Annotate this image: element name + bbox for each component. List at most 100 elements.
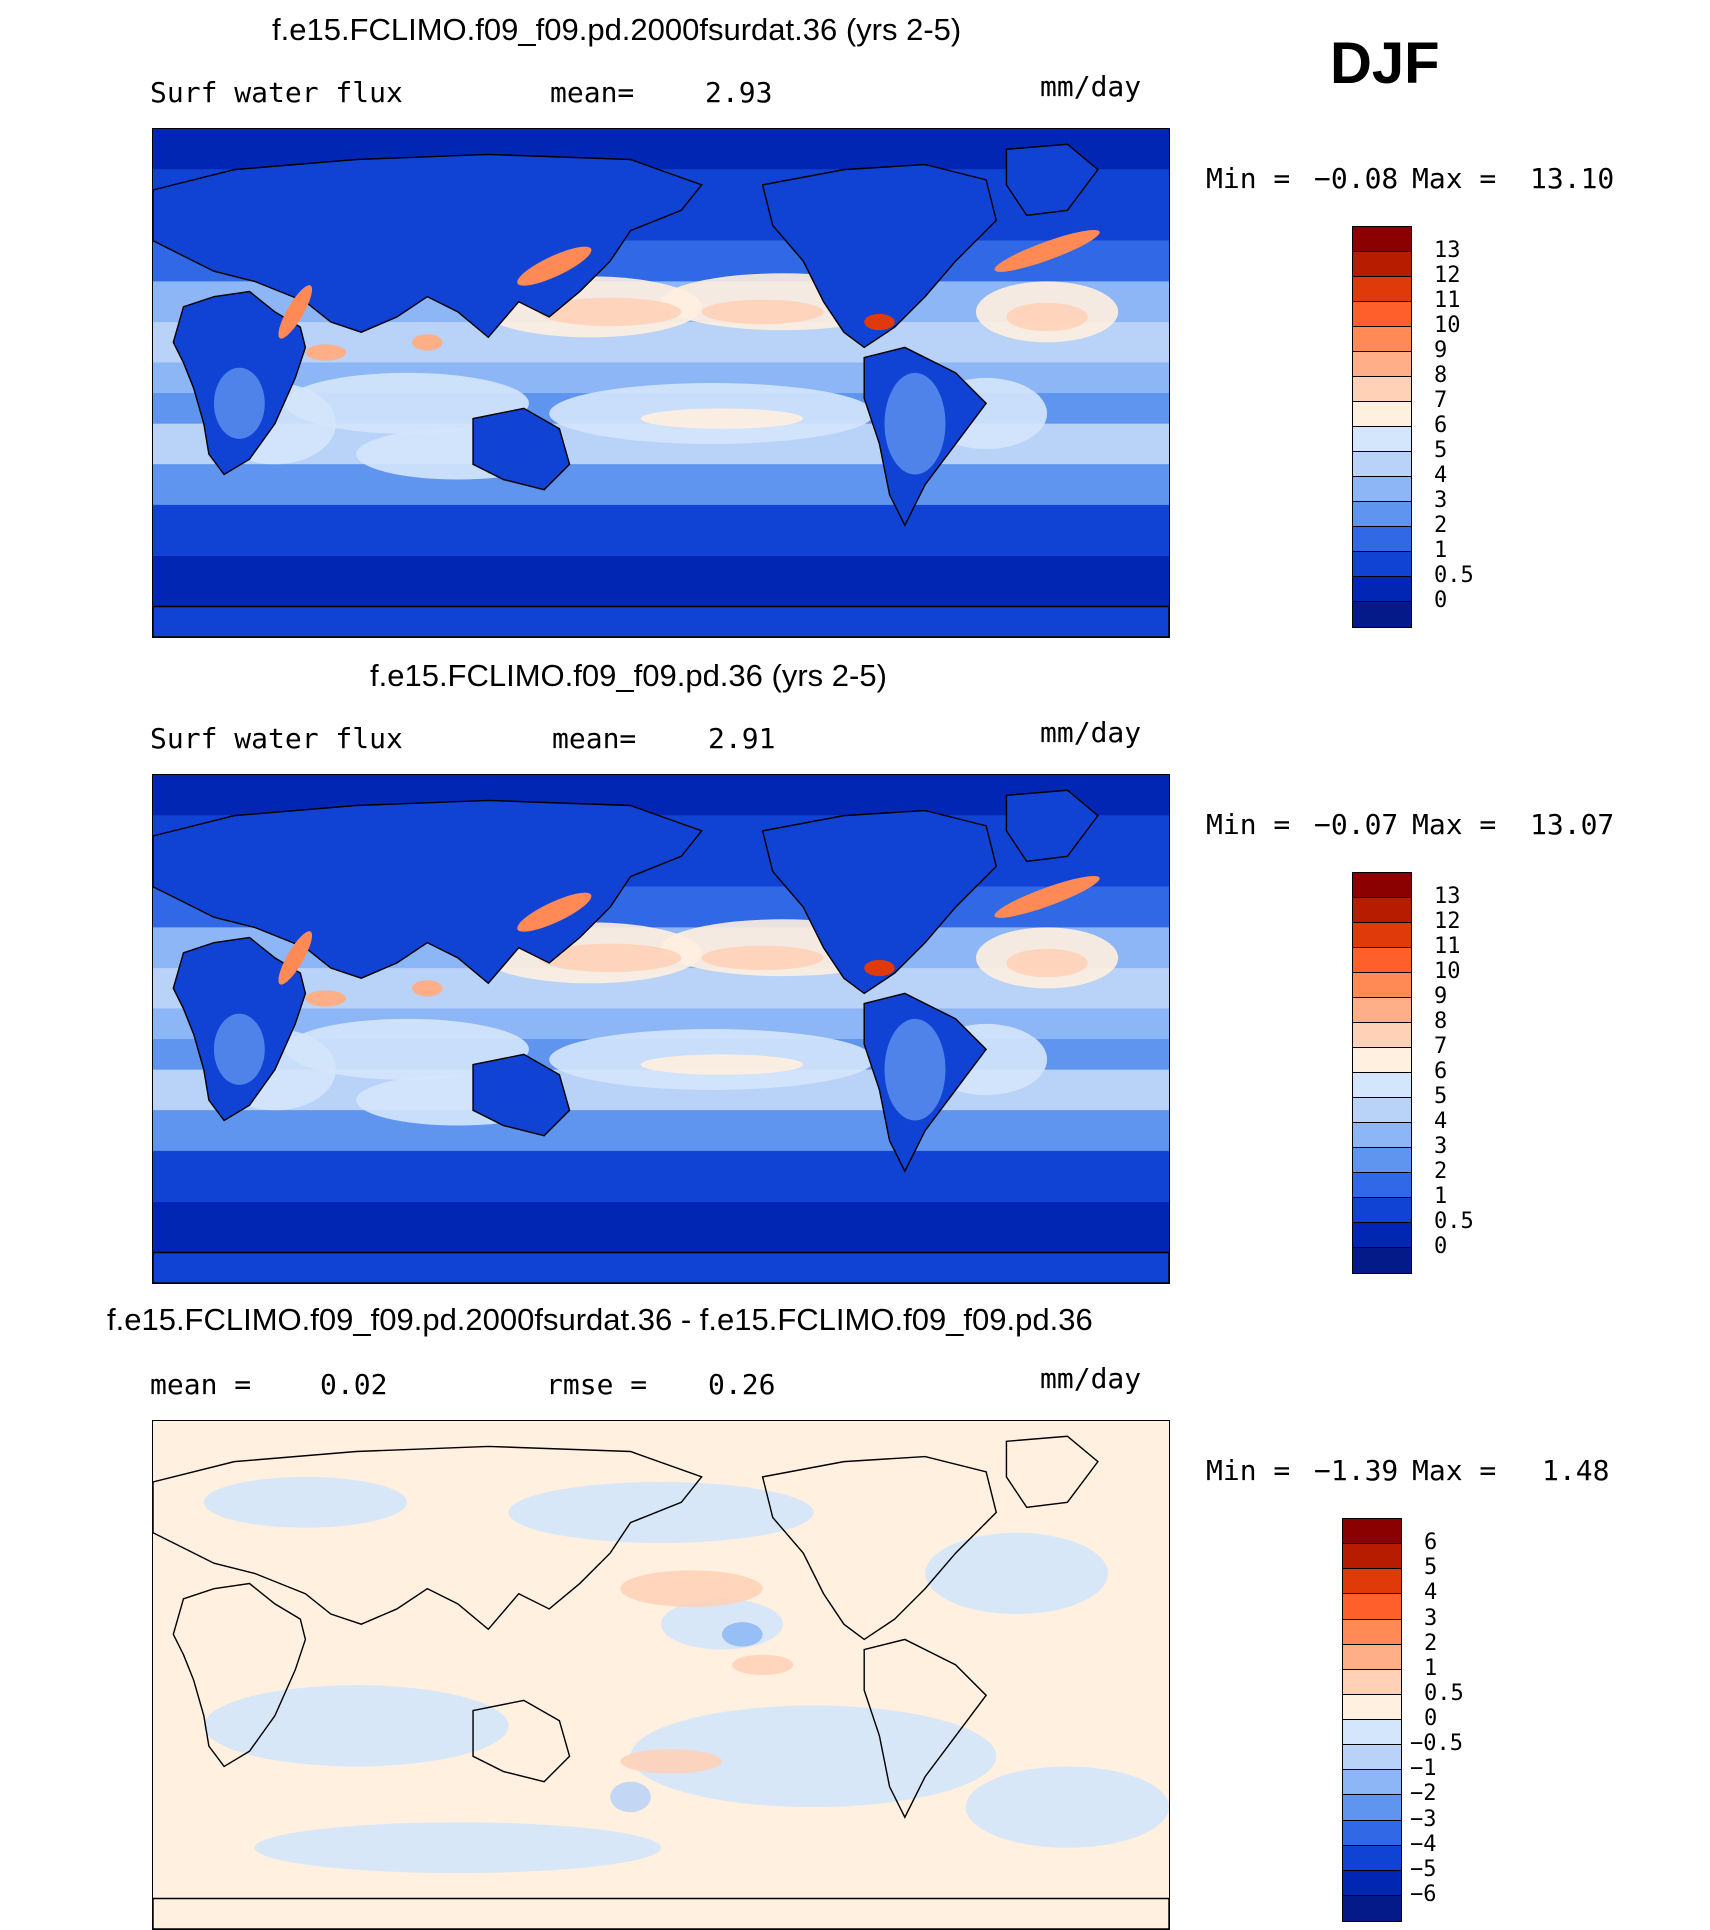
- colorbar-swatch: [1353, 1023, 1411, 1048]
- panel3-mean-label: mean =: [150, 1368, 252, 1401]
- panel1-max-label: Max =: [1412, 162, 1497, 195]
- colorbar-swatch: [1353, 352, 1411, 377]
- colorbar-tick-label: 11: [1434, 934, 1461, 959]
- colorbar-swatch: [1353, 252, 1411, 277]
- colorbar-tick-label: 8: [1434, 363, 1448, 388]
- colorbar-tick-label: 13: [1434, 884, 1461, 909]
- panel1-max-value: 13.10: [1530, 162, 1615, 195]
- colorbar-swatch: [1353, 377, 1411, 402]
- colorbar-swatch: [1353, 898, 1411, 923]
- colorbar-tick-label: 9: [1434, 338, 1448, 363]
- colorbar-swatch: [1353, 277, 1411, 302]
- colorbar-tick-label: 0.5: [1424, 1680, 1464, 1706]
- colorbar-swatch: [1343, 1745, 1401, 1771]
- colorbar-tick-label: 13: [1434, 238, 1461, 263]
- colorbar-swatch: [1343, 1720, 1401, 1746]
- colorbar-swatch: [1353, 477, 1411, 502]
- colorbar-swatch: [1353, 552, 1411, 577]
- colorbar-tick-label: −1: [1410, 1756, 1437, 1782]
- colorbar-tick-label: 10: [1434, 313, 1461, 338]
- colorbar-swatch: [1343, 1870, 1401, 1896]
- colorbar-tick-label: 0: [1424, 1706, 1438, 1731]
- colorbar-swatch: [1343, 1519, 1401, 1545]
- colorbar-swatch: [1353, 998, 1411, 1023]
- colorbar-tick-label: 11: [1434, 288, 1461, 313]
- colorbar-tick-label: −0.5: [1410, 1731, 1463, 1757]
- colorbar-swatch: [1343, 1569, 1401, 1595]
- panel2-mean-label: mean=: [552, 722, 637, 755]
- panel1-mean-value: 2.93: [705, 76, 773, 109]
- panel3-map: [152, 1420, 1170, 1930]
- colorbar-tick-label: 0: [1434, 588, 1448, 613]
- colorbar-tick-label: 6: [1434, 1059, 1448, 1084]
- panel3-rmse-value: 0.26: [708, 1368, 776, 1401]
- colorbar-swatch: [1353, 1173, 1411, 1198]
- panel2-min-label: Min =: [1206, 808, 1291, 841]
- colorbar-tick-label: 4: [1424, 1580, 1438, 1606]
- colorbar-swatch: [1343, 1544, 1401, 1570]
- colorbar-tick-label: −3: [1410, 1806, 1437, 1832]
- colorbar-tick-label: 12: [1434, 263, 1461, 288]
- panel1-units: mm/day: [1040, 70, 1142, 103]
- colorbar-swatch: [1353, 577, 1411, 602]
- panel1-min-value: −0.08: [1314, 162, 1399, 195]
- colorbar-tick-label: 6: [1424, 1530, 1438, 1556]
- panel2-max-value: 13.07: [1530, 808, 1615, 841]
- colorbar-swatch: [1353, 402, 1411, 427]
- panel3-min-value: −1.39: [1314, 1454, 1399, 1487]
- panel2-colorbar: [1352, 872, 1412, 1274]
- colorbar-tick-label: 4: [1434, 463, 1448, 488]
- colorbar-tick-label: 2: [1434, 1159, 1448, 1184]
- season-label: DJF: [1330, 31, 1440, 96]
- colorbar-swatch: [1353, 1148, 1411, 1173]
- colorbar-tick-label: −5: [1410, 1856, 1437, 1882]
- colorbar-swatch: [1353, 1048, 1411, 1073]
- colorbar-tick-label: 2: [1424, 1630, 1438, 1656]
- colorbar-tick-label: 3: [1424, 1605, 1438, 1631]
- colorbar-tick-label: 3: [1434, 488, 1448, 513]
- colorbar-swatch: [1353, 1098, 1411, 1123]
- colorbar-swatch: [1353, 923, 1411, 948]
- panel2-variable: Surf water flux: [150, 722, 403, 755]
- colorbar-swatch: [1353, 1198, 1411, 1223]
- colorbar-swatch: [1343, 1770, 1401, 1796]
- colorbar-tick-label: 0.5: [1434, 563, 1474, 588]
- colorbar-swatch: [1353, 1248, 1411, 1273]
- contour-field: [153, 775, 1169, 1283]
- contour-field: [153, 1421, 1169, 1929]
- panel2-max-label: Max =: [1412, 808, 1497, 841]
- colorbar-swatch: [1353, 602, 1411, 627]
- colorbar-swatch: [1343, 1845, 1401, 1871]
- colorbar-swatch: [1353, 1073, 1411, 1098]
- panel2-mean-value: 2.91: [708, 722, 776, 755]
- panel2-units: mm/day: [1040, 716, 1142, 749]
- colorbar-tick-label: 8: [1434, 1009, 1448, 1034]
- colorbar-swatch: [1353, 327, 1411, 352]
- colorbar-tick-label: 0: [1434, 1234, 1448, 1259]
- colorbar-swatch: [1343, 1594, 1401, 1620]
- colorbar-swatch: [1343, 1795, 1401, 1821]
- panel3-max-label: Max =: [1412, 1454, 1497, 1487]
- panel1-min-label: Min =: [1206, 162, 1291, 195]
- panel3-max-value: 1.48: [1542, 1454, 1610, 1487]
- panel3-title: f.e15.FCLIMO.f09_f09.pd.2000fsurdat.36 -…: [107, 1302, 1093, 1337]
- colorbar-tick-label: 5: [1434, 438, 1448, 463]
- colorbar-tick-label: 1: [1424, 1655, 1438, 1681]
- colorbar-tick-label: 5: [1434, 1084, 1448, 1109]
- panel3-units: mm/day: [1040, 1362, 1142, 1395]
- colorbar-swatch: [1343, 1644, 1401, 1670]
- colorbar-tick-label: −2: [1410, 1781, 1437, 1807]
- colorbar-swatch: [1353, 1123, 1411, 1148]
- colorbar-tick-label: 4: [1434, 1109, 1448, 1134]
- colorbar-tick-label: −4: [1410, 1831, 1437, 1857]
- colorbar-tick-label: 6: [1434, 413, 1448, 438]
- colorbar-swatch: [1353, 502, 1411, 527]
- colorbar-swatch: [1353, 452, 1411, 477]
- panel2-min-value: −0.07: [1314, 808, 1399, 841]
- colorbar-swatch: [1343, 1619, 1401, 1645]
- panel1-title: f.e15.FCLIMO.f09_f09.pd.2000fsurdat.36 (…: [272, 12, 962, 47]
- colorbar-tick-label: 10: [1434, 959, 1461, 984]
- colorbar-swatch: [1343, 1669, 1401, 1695]
- colorbar-swatch: [1353, 948, 1411, 973]
- colorbar-tick-label: 12: [1434, 909, 1461, 934]
